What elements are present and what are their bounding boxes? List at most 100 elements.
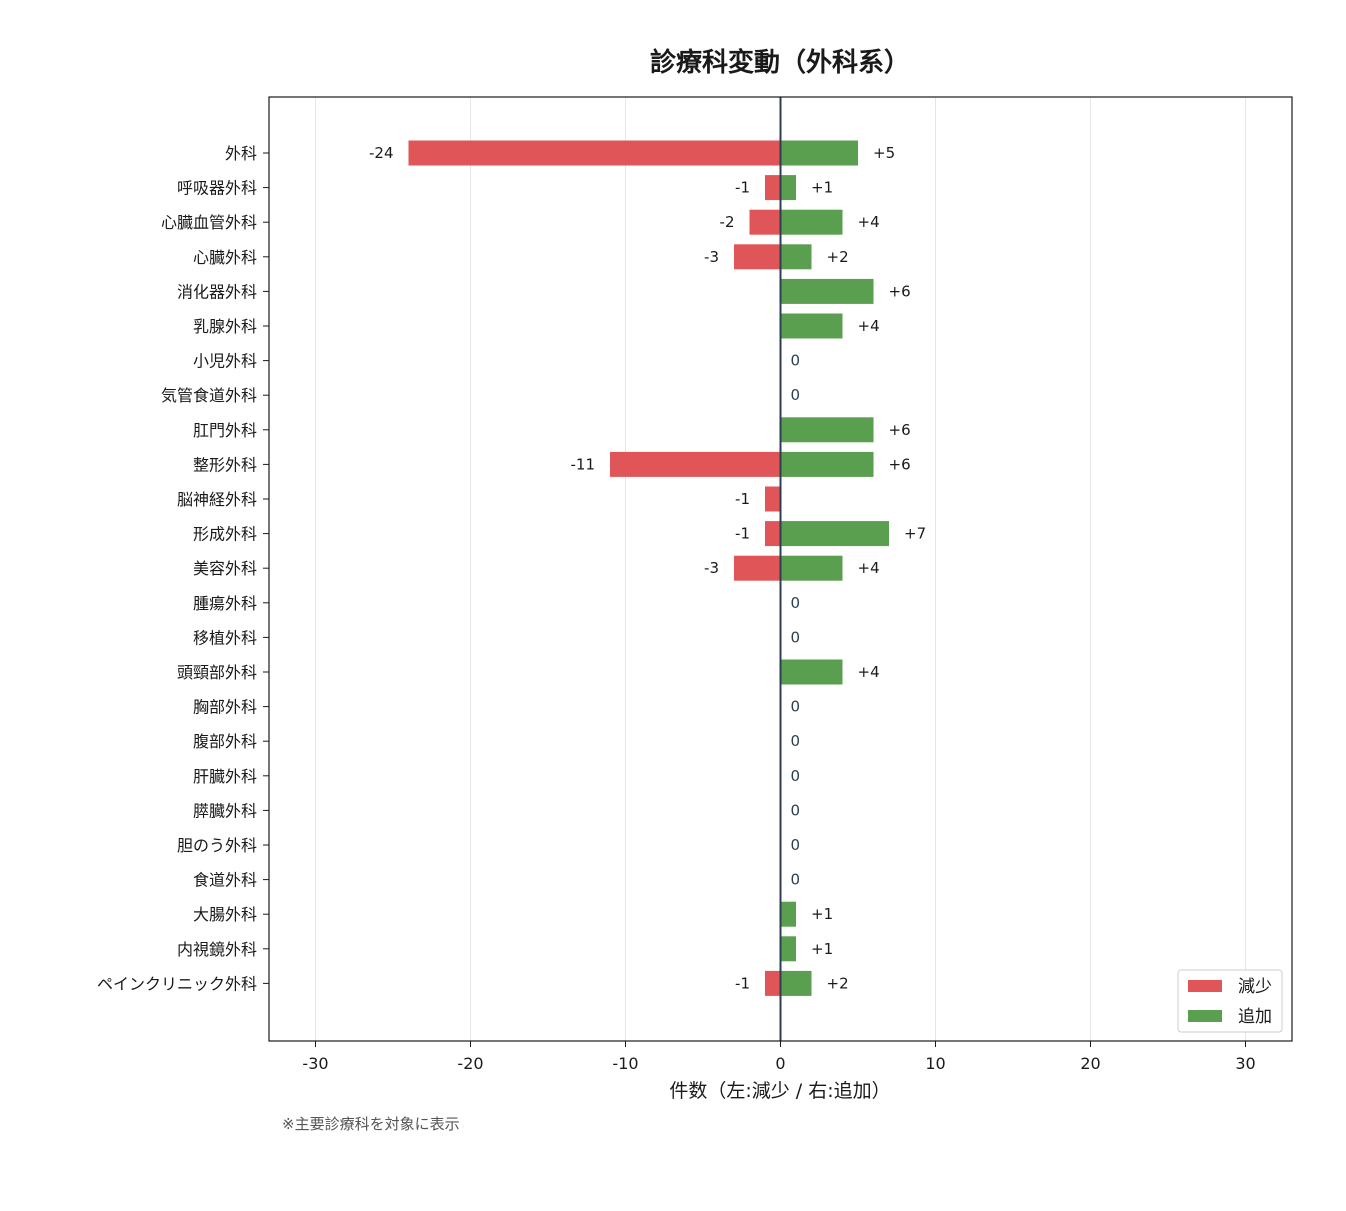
- zero-value-label: 0: [791, 594, 801, 612]
- increase-bar: [780, 659, 843, 685]
- category-label: 移植外科: [193, 628, 257, 647]
- decrease-value-label: -3: [704, 248, 719, 266]
- decrease-bar: [765, 486, 781, 512]
- category-label: 肛門外科: [193, 421, 257, 440]
- category-label: 食道外科: [193, 871, 257, 890]
- x-tick-label: 0: [775, 1054, 785, 1073]
- decrease-bar: [765, 970, 781, 996]
- category-label: 頭頸部外科: [177, 663, 257, 682]
- decrease-bar: [765, 175, 781, 201]
- category-label: 小児外科: [193, 352, 257, 371]
- increase-bar: [780, 244, 812, 270]
- zero-value-label: 0: [791, 836, 801, 854]
- category-label: 整形外科: [193, 455, 257, 474]
- decrease-value-label: -11: [571, 455, 596, 473]
- category-label: 形成外科: [193, 525, 257, 544]
- category-label: 大腸外科: [193, 905, 257, 924]
- increase-bar: [780, 901, 796, 927]
- decrease-bar: [734, 244, 781, 270]
- increase-value-label: +4: [858, 213, 880, 231]
- increase-value-label: +1: [811, 905, 833, 923]
- increase-bar: [780, 175, 796, 201]
- increase-value-label: +2: [827, 974, 849, 992]
- decrease-value-label: -1: [735, 525, 750, 543]
- increase-bar: [780, 209, 843, 235]
- zero-value-label: 0: [791, 628, 801, 646]
- legend-label: 追加: [1238, 1007, 1272, 1027]
- category-label: 内視鏡外科: [177, 940, 257, 959]
- legend-swatch: [1188, 980, 1222, 992]
- increase-bar: [780, 555, 843, 581]
- decrease-bar: [749, 209, 781, 235]
- bars-layer: [408, 140, 889, 996]
- category-label: 美容外科: [193, 559, 257, 578]
- increase-bar: [780, 521, 889, 547]
- increase-bar: [780, 278, 874, 304]
- increase-bar: [780, 313, 843, 339]
- category-label: 心臓外科: [193, 248, 257, 267]
- zero-value-label: 0: [791, 871, 801, 889]
- decrease-value-label: -1: [735, 974, 750, 992]
- x-tick-label: -20: [457, 1054, 483, 1073]
- increase-value-label: +1: [811, 940, 833, 958]
- x-tick-label: 30: [1235, 1054, 1255, 1073]
- category-label: 気管食道外科: [161, 386, 257, 405]
- decrease-bar: [734, 555, 781, 581]
- footnote: ※主要診療科を対象に表示: [282, 1115, 460, 1133]
- legend-label: 減少: [1238, 977, 1272, 997]
- category-label: 外科: [225, 144, 257, 163]
- category-label: 膵臓外科: [193, 801, 257, 820]
- zero-value-label: 0: [791, 767, 801, 785]
- zero-value-label: 0: [791, 732, 801, 750]
- category-label: 腹部外科: [193, 732, 257, 751]
- category-label: 胆のう外科: [177, 836, 257, 855]
- category-label: ペインクリニック外科: [97, 974, 257, 993]
- category-label: 胸部外科: [193, 698, 257, 717]
- category-label: 心臓血管外科: [161, 213, 257, 232]
- grid-layer: [315, 97, 1246, 1041]
- increase-value-label: +4: [858, 317, 880, 335]
- zero-value-label: 0: [791, 801, 801, 819]
- zero-value-label: 0: [791, 352, 801, 370]
- increase-value-label: +1: [811, 179, 833, 197]
- x-tick-label: 10: [925, 1054, 945, 1073]
- increase-value-label: +5: [873, 144, 895, 162]
- category-label: 消化器外科: [177, 282, 257, 301]
- increase-value-label: +4: [858, 663, 880, 681]
- decrease-value-label: -3: [704, 559, 719, 577]
- increase-value-label: +6: [889, 282, 911, 300]
- decrease-bar: [765, 521, 781, 547]
- increase-bar: [780, 140, 858, 166]
- x-tick-label: -10: [612, 1054, 638, 1073]
- axis-layer: 外科呼吸器外科心臓血管外科心臓外科消化器外科乳腺外科小児外科気管食道外科肛門外科…: [97, 96, 1293, 1073]
- increase-value-label: +4: [858, 559, 880, 577]
- x-tick-label: 20: [1080, 1054, 1100, 1073]
- increase-bar: [780, 936, 796, 962]
- increase-bar: [780, 970, 812, 996]
- category-label: 腫瘍外科: [193, 594, 257, 613]
- decrease-value-label: -1: [735, 179, 750, 197]
- category-label: 呼吸器外科: [177, 179, 257, 198]
- x-tick-label: -30: [302, 1054, 328, 1073]
- category-label: 肝臓外科: [193, 767, 257, 786]
- category-label: 乳腺外科: [193, 317, 257, 336]
- category-label: 脳神経外科: [177, 490, 257, 509]
- increase-value-label: +6: [889, 421, 911, 439]
- labels-layer: -24 +5 -1 +1 -2 +4 -3 +2 +6 +4 0 0 +6 -11 +6 -1 -1 +7 -3 +4…: [369, 144, 926, 992]
- decrease-value-label: -24: [369, 144, 394, 162]
- increase-bar: [780, 417, 874, 443]
- increase-value-label: +2: [827, 248, 849, 266]
- decrease-value-label: -1: [735, 490, 750, 508]
- decrease-value-label: -2: [720, 213, 735, 231]
- increase-bar: [780, 451, 874, 477]
- legend-swatch: [1188, 1010, 1222, 1022]
- x-axis-label: 件数（左:減少 / 右:追加）: [669, 1080, 890, 1102]
- increase-value-label: +6: [889, 455, 911, 473]
- zero-value-label: 0: [791, 698, 801, 716]
- decrease-bar: [610, 451, 781, 477]
- decrease-bar: [408, 140, 781, 166]
- chart-title: 診療科変動（外科系）: [649, 48, 910, 78]
- increase-value-label: +7: [904, 525, 926, 543]
